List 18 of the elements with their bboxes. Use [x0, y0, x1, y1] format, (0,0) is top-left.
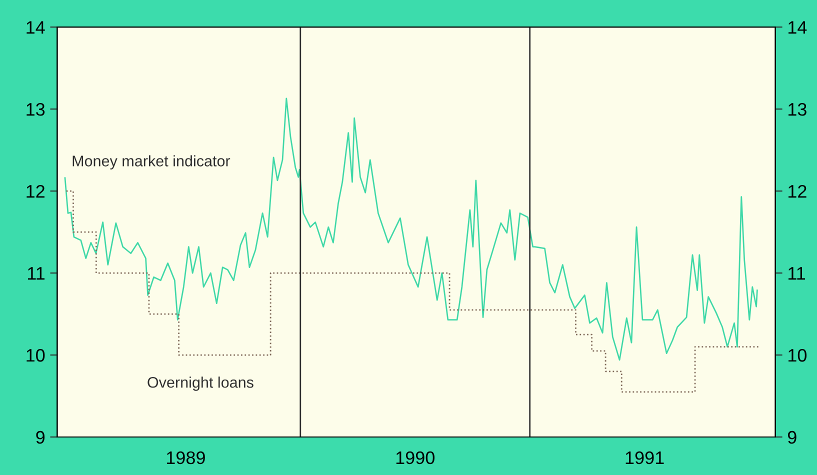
- y-tick-label: 10: [26, 348, 45, 362]
- x-tick-label: 1991: [626, 451, 664, 464]
- series-label: Money market indicator: [72, 155, 230, 170]
- y2-tick-label: 10: [788, 348, 807, 362]
- x-tick-label: 1989: [166, 451, 205, 464]
- line-series: [64, 98, 758, 361]
- y-tick-label: 14: [26, 21, 45, 34]
- y2-tick-label: 14: [788, 21, 807, 34]
- y-tick-label: 11: [28, 267, 45, 280]
- y2-tick-label: 11: [788, 267, 806, 280]
- y2-tick-label: 13: [788, 102, 806, 116]
- y-tick-label: 12: [26, 184, 44, 198]
- x-tick-label: 1990: [396, 451, 434, 464]
- y2-tick-label: 9: [788, 430, 796, 444]
- y-tick-label: 13: [26, 102, 45, 116]
- y2-tick-label: 12: [788, 184, 806, 198]
- series-label: Overnight loans: [148, 376, 254, 391]
- y-tick-label: 9: [36, 430, 45, 444]
